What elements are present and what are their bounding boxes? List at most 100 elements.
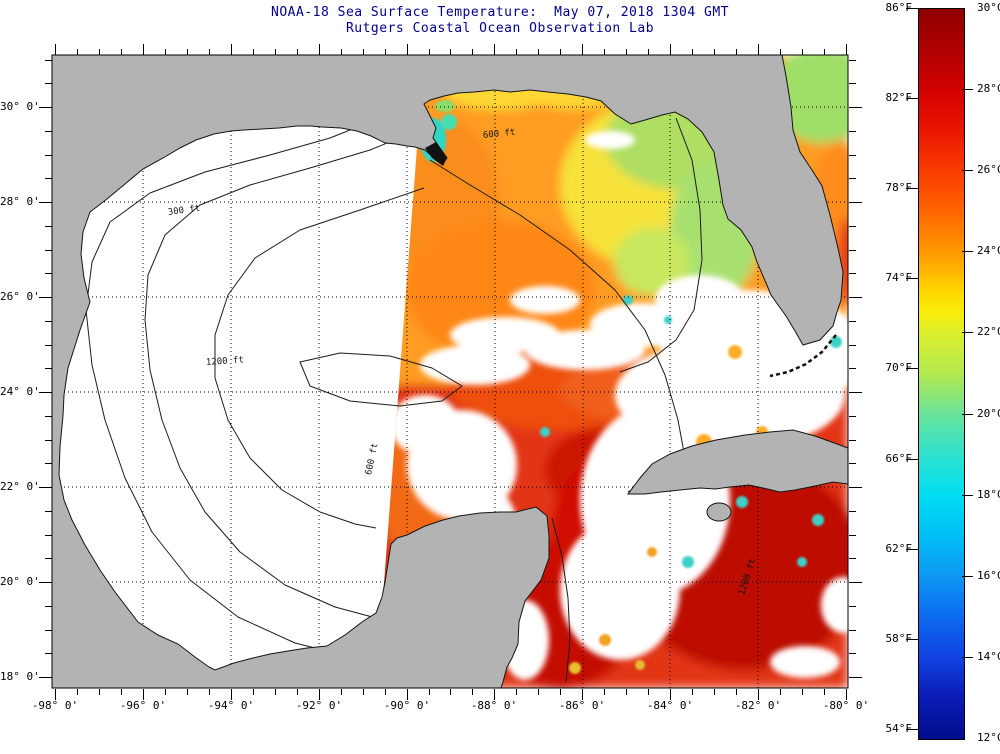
colorbar-c-label: 14°C [977, 650, 1000, 663]
lon-tick [604, 49, 605, 55]
colorbar-c-label: 20°C [977, 407, 1000, 420]
lon-tick-label: -94° 0' [207, 699, 255, 712]
lat-tick [849, 392, 862, 393]
lon-tick [187, 689, 188, 695]
lon-tick [604, 689, 605, 695]
land-isla-juventud [706, 502, 732, 522]
lat-tick-label: 22° 0' [0, 480, 40, 493]
lat-tick-label: 26° 0' [0, 290, 40, 303]
lon-tick [363, 49, 364, 55]
lon-tick [341, 689, 342, 695]
lat-tick [849, 273, 856, 274]
colorbar-c-tick [962, 170, 973, 171]
lon-tick [165, 689, 166, 695]
lat-tick-label: 30° 0' [0, 100, 40, 113]
colorbar-c-tick [962, 414, 973, 415]
lat-tick [45, 250, 52, 251]
lon-tick [780, 49, 781, 55]
lat-tick [849, 202, 862, 203]
lat-tick [39, 297, 52, 298]
lon-tick [714, 689, 715, 695]
lon-tick [824, 689, 825, 695]
lon-tick [253, 689, 254, 695]
colorbar-c-tick [962, 657, 973, 658]
lon-tick [55, 689, 56, 700]
lon-tick-label: -92° 0' [295, 699, 343, 712]
lat-tick [45, 178, 52, 179]
lon-tick-label: -80° 0' [822, 699, 870, 712]
lat-tick [849, 558, 856, 559]
colorbar-f-label: 66°F [885, 452, 913, 465]
lon-tick [341, 49, 342, 55]
colorbar-c-label: 16°C [977, 569, 1000, 582]
lat-tick [39, 392, 52, 393]
colorbar-f-tick [906, 459, 918, 460]
lat-tick [45, 653, 52, 654]
mississippi-delta-marsh [425, 142, 447, 166]
lat-tick [849, 297, 862, 298]
lat-tick [849, 630, 856, 631]
colorbar-c-tick [962, 332, 973, 333]
lon-tick [319, 44, 320, 55]
lat-tick [849, 178, 856, 179]
colorbar-c-label: 18°C [977, 488, 1000, 501]
lat-tick [45, 535, 52, 536]
lat-tick [45, 131, 52, 132]
colorbar-f-label: 70°F [885, 361, 913, 374]
colorbar-f-label: 82°F [885, 91, 913, 104]
lon-tick [77, 689, 78, 695]
lon-tick [209, 689, 210, 695]
lon-tick [253, 49, 254, 55]
colorbar-c-tick [962, 89, 973, 90]
lon-tick [55, 44, 56, 55]
lon-tick [736, 689, 737, 695]
colorbar-f-tick [906, 188, 918, 189]
lon-tick [121, 49, 122, 55]
lat-tick [45, 273, 52, 274]
lat-tick-label: 20° 0' [0, 575, 40, 588]
lat-tick [849, 345, 856, 346]
lat-tick [45, 368, 52, 369]
lon-tick [516, 49, 517, 55]
lon-tick [516, 689, 517, 695]
lon-tick-label: -98° 0' [31, 699, 79, 712]
colorbar-f-tick [906, 639, 918, 640]
colorbar-f-tick [906, 549, 918, 550]
lon-tick [407, 689, 408, 700]
lon-tick-label: -90° 0' [383, 699, 431, 712]
florida-keys-chain [769, 334, 837, 378]
lat-tick [849, 155, 856, 156]
lon-tick [297, 689, 298, 695]
lon-tick [385, 689, 386, 695]
lon-tick [275, 49, 276, 55]
lon-tick [802, 689, 803, 695]
colorbar-f-label: 78°F [885, 181, 913, 194]
lat-tick [45, 155, 52, 156]
colorbar-c-label: 22°C [977, 325, 1000, 338]
lon-tick [209, 49, 210, 55]
lat-tick [45, 416, 52, 417]
lat-tick [849, 487, 862, 488]
lon-tick-label: -82° 0' [734, 699, 782, 712]
colorbar-c-label: 30°C [977, 1, 1000, 14]
lat-tick [45, 83, 52, 84]
lon-tick [121, 689, 122, 695]
colorbar-f-label: 54°F [885, 722, 913, 735]
lon-tick [824, 49, 825, 55]
lat-tick [45, 321, 52, 322]
lat-tick [849, 677, 862, 678]
lon-tick [692, 689, 693, 695]
colorbar-f-label: 86°F [885, 1, 913, 14]
lon-tick [429, 49, 430, 55]
colorbar-c-label: 28°C [977, 82, 1000, 95]
lat-tick [849, 463, 856, 464]
colorbar-f-label: 74°F [885, 271, 913, 284]
lat-tick [849, 511, 856, 512]
lon-tick [692, 49, 693, 55]
lon-tick [429, 689, 430, 695]
lon-tick [582, 689, 583, 700]
lon-tick-label: -96° 0' [119, 699, 167, 712]
lon-tick [297, 49, 298, 55]
lon-tick [165, 49, 166, 55]
lon-tick [494, 44, 495, 55]
